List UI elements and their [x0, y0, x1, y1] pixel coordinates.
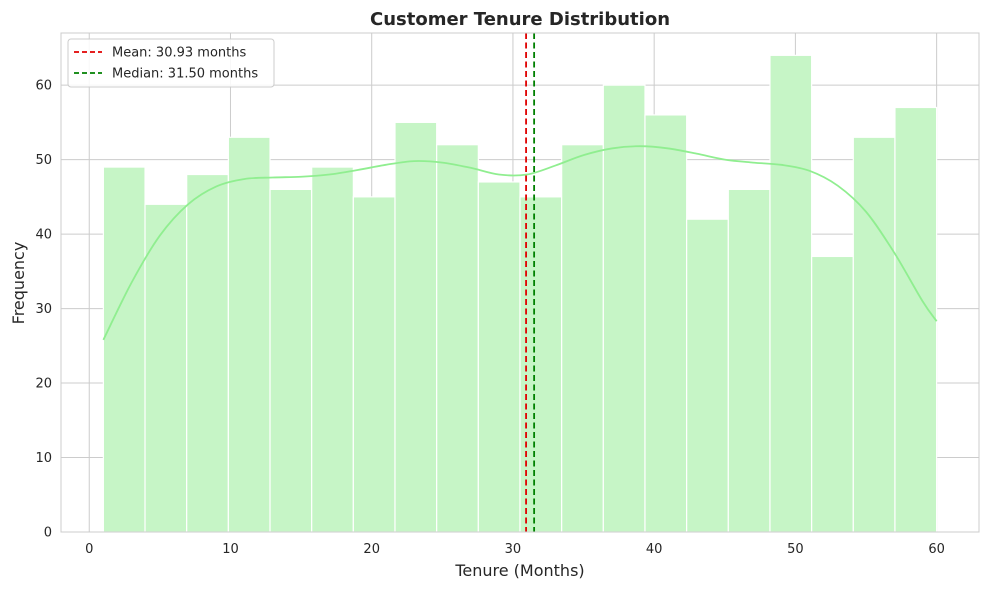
histogram-bar — [811, 255, 854, 533]
histogram-bar — [602, 84, 646, 533]
legend-mean-label: Mean: 30.93 months — [112, 46, 246, 61]
x-tick-label: 0 — [85, 542, 93, 557]
reference-lines-layer — [525, 33, 536, 532]
y-tick-labels: 0 10 20 30 40 50 60 — [35, 79, 52, 541]
y-tick-label: 30 — [35, 302, 52, 317]
histogram-bar — [394, 121, 438, 533]
bars-layer — [102, 54, 938, 533]
x-tick-label: 40 — [646, 542, 663, 557]
legend-box — [67, 38, 275, 88]
legend-median-label: Median: 31.50 months — [112, 67, 258, 82]
histogram-bar — [769, 54, 813, 533]
histogram-bar — [102, 166, 146, 533]
y-tick-label: 20 — [35, 377, 52, 392]
y-tick-label: 50 — [35, 153, 52, 168]
histogram-bar — [561, 144, 604, 533]
histogram-bar — [436, 144, 479, 533]
x-tick-label: 30 — [505, 542, 522, 557]
histogram-bar — [894, 106, 938, 533]
histogram-bar — [269, 188, 313, 533]
legend: Mean: 30.93 months Median: 31.50 months — [67, 38, 275, 88]
histogram-bar — [144, 203, 188, 533]
plot-frame — [60, 32, 980, 533]
histogram-bar — [644, 114, 688, 533]
x-tick-label: 60 — [928, 542, 945, 557]
x-tick-labels: 0 10 20 30 40 50 60 — [85, 542, 945, 557]
histogram-bar — [686, 218, 729, 533]
histogram-bar — [477, 181, 521, 533]
y-tick-label: 60 — [35, 79, 52, 94]
histogram-bar — [727, 188, 771, 533]
kde-curve — [102, 145, 938, 341]
histogram-bar — [227, 136, 271, 533]
x-axis-label: Tenure (Months) — [454, 561, 584, 580]
y-axis-label: Frequency — [9, 242, 28, 325]
histogram-bar — [852, 136, 896, 533]
x-tick-label: 10 — [222, 542, 239, 557]
histogram-bar — [352, 196, 396, 533]
x-tick-label: 20 — [363, 542, 380, 557]
y-tick-label: 40 — [35, 228, 52, 243]
x-tick-label: 50 — [787, 542, 804, 557]
kde-layer — [102, 145, 938, 341]
y-tick-label: 0 — [44, 526, 52, 541]
chart-title: Customer Tenure Distribution — [370, 9, 670, 30]
histogram-bar — [186, 173, 229, 533]
y-tick-label: 10 — [35, 451, 52, 466]
histogram-bar — [311, 166, 354, 533]
